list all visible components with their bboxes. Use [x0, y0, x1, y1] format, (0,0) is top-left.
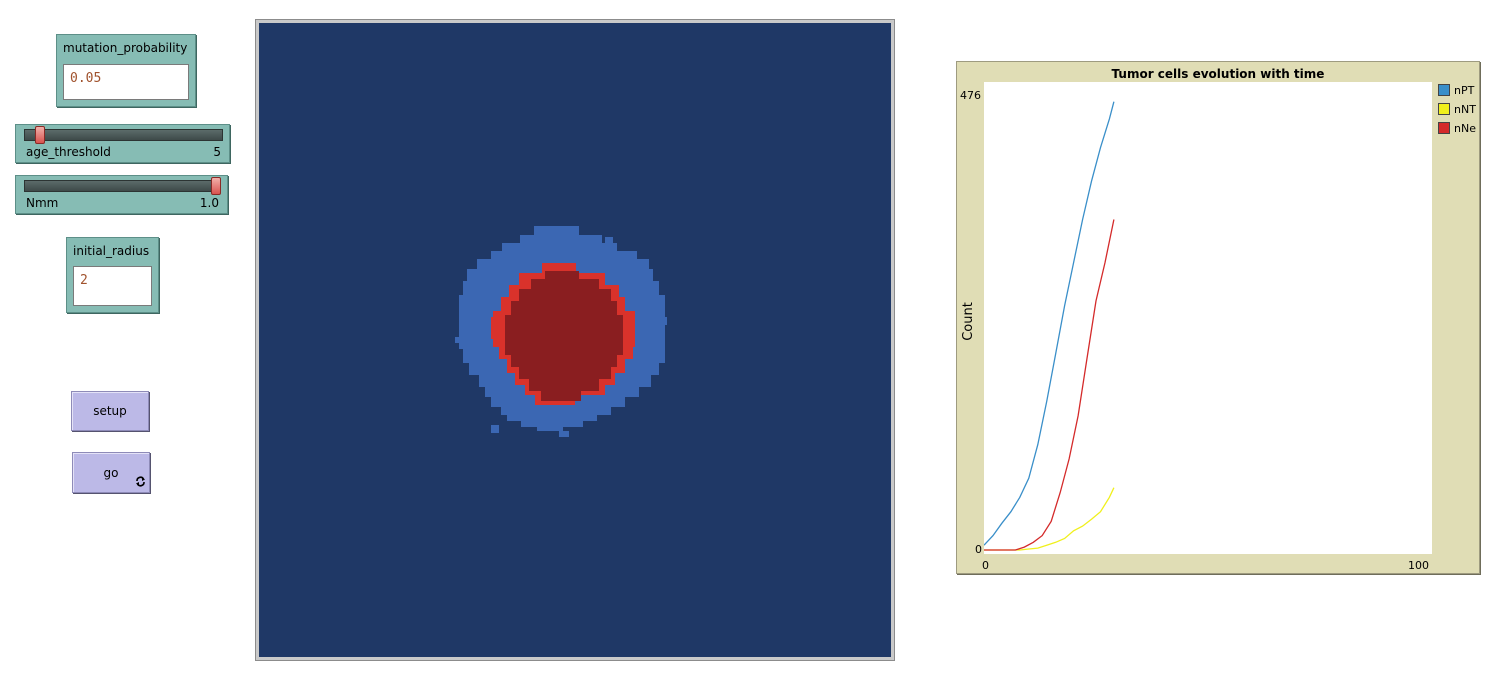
- legend-label-nnt: nNT: [1454, 102, 1476, 116]
- nmm-slider-thumb[interactable]: [211, 177, 221, 195]
- plot-area: [983, 82, 1432, 554]
- nmm-slider-track[interactable]: [24, 180, 221, 192]
- age-threshold-slider-track[interactable]: [24, 129, 223, 141]
- go-button[interactable]: go: [72, 452, 150, 493]
- nmm-slider[interactable]: Nmm 1.0: [15, 175, 228, 214]
- age-threshold-value: 5: [213, 145, 221, 159]
- legend-item-nne: nNe: [1438, 121, 1476, 135]
- legend-item-nnt: nNT: [1438, 102, 1476, 116]
- x-min-label: 0: [982, 559, 989, 572]
- mutation-probability-input-widget: mutation_probability 0.05: [56, 34, 196, 107]
- y-min-label: 0: [975, 543, 982, 556]
- legend-label-nne: nNe: [1454, 121, 1476, 135]
- plot-svg: [983, 101, 1115, 551]
- world-view-frame: [255, 19, 895, 661]
- y-max-label: 476: [960, 89, 981, 102]
- legend-swatch-nne: [1438, 122, 1450, 134]
- nmm-value: 1.0: [199, 196, 219, 210]
- initial-radius-label: initial_radius: [73, 244, 150, 258]
- initial-radius-input-widget: initial_radius 2: [66, 237, 159, 313]
- legend-swatch-nnt: [1438, 103, 1450, 115]
- series-line-nne: [984, 219, 1115, 551]
- setup-button-label: setup: [93, 404, 127, 418]
- plot-title: Tumor cells evolution with time: [1111, 67, 1325, 81]
- series-line-npt: [983, 101, 1115, 546]
- go-button-label: go: [103, 465, 119, 480]
- tumor-patches: [455, 226, 667, 437]
- setup-button[interactable]: setup: [71, 391, 149, 431]
- age-threshold-slider-thumb[interactable]: [35, 126, 46, 144]
- loop-arrows-icon: [136, 476, 145, 487]
- legend-item-npt: nPT: [1438, 83, 1474, 97]
- necrotic-core-layer: [505, 271, 623, 401]
- nmm-label: Nmm: [26, 196, 59, 210]
- legend-swatch-npt: [1438, 84, 1450, 96]
- x-max-label: 100: [1408, 559, 1429, 572]
- age-threshold-slider[interactable]: age_threshold 5: [15, 124, 230, 163]
- plot-widget: Tumor cells evolution with time 476 0 0 …: [956, 61, 1480, 574]
- series-line-nnt: [984, 487, 1115, 551]
- world-view[interactable]: [259, 23, 891, 657]
- initial-radius-field[interactable]: 2: [73, 266, 152, 306]
- legend-label-npt: nPT: [1454, 83, 1475, 97]
- age-threshold-label: age_threshold: [26, 145, 111, 159]
- y-axis-label: Count: [960, 302, 976, 341]
- mutation-probability-label: mutation_probability: [63, 41, 188, 55]
- mutation-probability-field[interactable]: 0.05: [63, 64, 189, 100]
